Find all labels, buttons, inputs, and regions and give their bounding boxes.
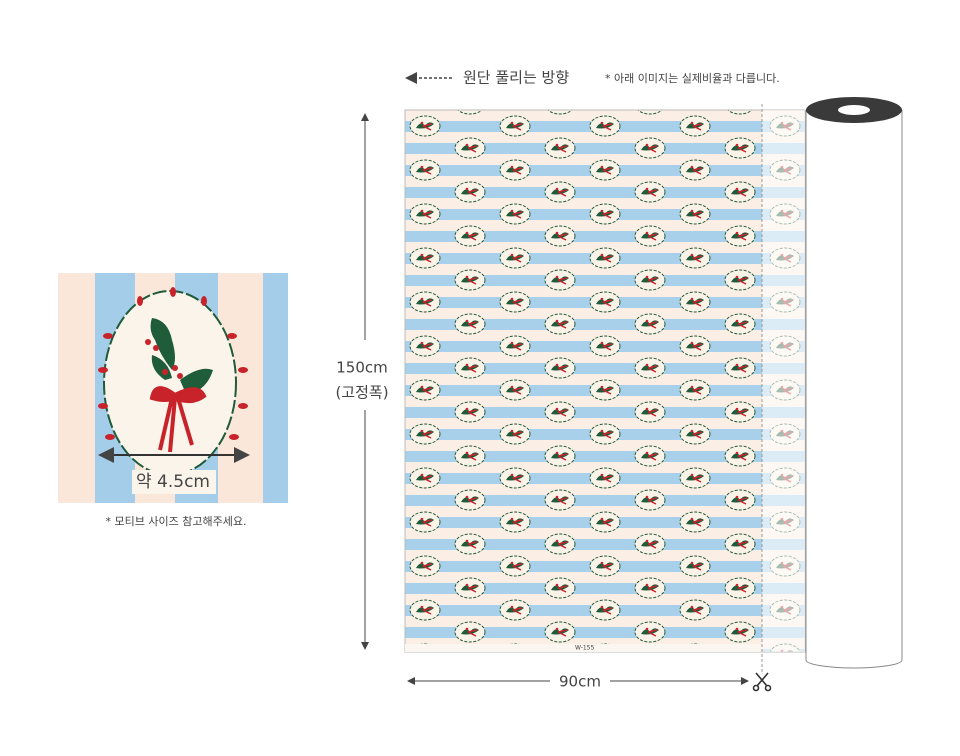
selvage: [405, 644, 762, 652]
roll-hole: [838, 105, 870, 115]
motif-swatch: [58, 273, 288, 503]
length-label: 90cm: [559, 673, 601, 691]
fabric: [404, 109, 806, 653]
motif-note: * 모티브 사이즈 참고해주세요.: [106, 514, 247, 528]
width-note: (고정폭): [335, 384, 388, 402]
fabric-fade: [762, 110, 805, 652]
width-label: 150cm: [336, 359, 388, 377]
selvage-code: W-155: [575, 645, 594, 652]
direction-label: 원단 풀리는 방향: [463, 69, 569, 87]
ratio-note: * 아래 이미지는 실제비율과 다릅니다.: [605, 72, 780, 85]
roll-bottom: [805, 659, 903, 669]
scissors-icon: [752, 672, 772, 692]
roll-body: [806, 110, 902, 660]
motif-size: 약 4.5cm: [136, 472, 210, 492]
